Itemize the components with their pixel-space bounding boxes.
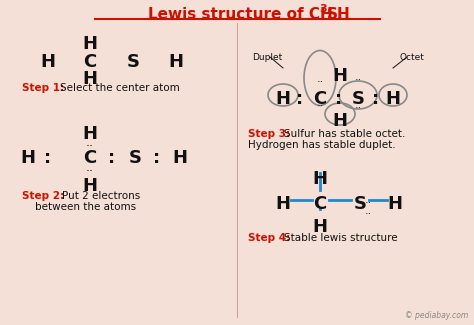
Text: S: S <box>352 90 365 108</box>
Text: 3: 3 <box>319 4 327 14</box>
Text: ··: ·· <box>365 209 372 219</box>
Text: H: H <box>20 149 36 167</box>
Text: ··: ·· <box>316 77 324 87</box>
Text: :: : <box>296 90 303 108</box>
Text: C: C <box>313 90 327 108</box>
Text: S: S <box>354 195 366 213</box>
Text: S: S <box>127 53 139 71</box>
Text: H: H <box>385 90 401 108</box>
Text: ··: ·· <box>365 198 372 208</box>
Text: Stable lewis structure: Stable lewis structure <box>284 233 398 243</box>
Text: Select the center atom: Select the center atom <box>60 83 180 93</box>
Text: Step 1:: Step 1: <box>22 83 64 93</box>
Text: H: H <box>275 90 291 108</box>
Text: H: H <box>82 35 98 53</box>
Text: H: H <box>312 218 328 236</box>
Text: H: H <box>82 70 98 88</box>
Text: :: : <box>373 90 380 108</box>
Text: H: H <box>40 53 55 71</box>
Text: C: C <box>83 149 97 167</box>
Text: H: H <box>312 170 328 188</box>
Text: H: H <box>332 67 347 85</box>
Text: SH: SH <box>327 7 351 22</box>
Text: :: : <box>109 149 116 167</box>
Text: H: H <box>173 149 188 167</box>
Text: ··: ·· <box>86 140 94 153</box>
Text: ··: ·· <box>355 75 362 85</box>
Text: S: S <box>128 149 142 167</box>
Text: Hydrogen has stable duplet.: Hydrogen has stable duplet. <box>248 140 396 150</box>
Text: Step 2:: Step 2: <box>22 191 64 201</box>
Text: Octet: Octet <box>400 53 425 62</box>
Text: © pediabay.com: © pediabay.com <box>405 311 468 320</box>
Text: H: H <box>275 195 291 213</box>
Text: :: : <box>45 149 52 167</box>
Text: ··: ·· <box>355 103 362 113</box>
Text: Put 2 electrons: Put 2 electrons <box>62 191 140 201</box>
Text: C: C <box>313 195 327 213</box>
Text: H: H <box>82 177 98 195</box>
Text: H: H <box>332 112 347 130</box>
Text: H: H <box>168 53 183 71</box>
Text: Lewis structure of CH: Lewis structure of CH <box>148 7 333 22</box>
Text: Duplet: Duplet <box>252 53 282 62</box>
Text: between the atoms: between the atoms <box>35 202 136 212</box>
Text: ··: ·· <box>86 165 94 178</box>
Text: H: H <box>388 195 402 213</box>
Text: :: : <box>154 149 161 167</box>
Text: C: C <box>83 53 97 71</box>
Text: Step 4:: Step 4: <box>248 233 290 243</box>
Text: ··: ·· <box>316 101 324 111</box>
Text: H: H <box>82 125 98 143</box>
Text: Sulfur has stable octet.: Sulfur has stable octet. <box>284 129 405 139</box>
Text: Step 3:: Step 3: <box>248 129 290 139</box>
Text: :: : <box>336 90 343 108</box>
